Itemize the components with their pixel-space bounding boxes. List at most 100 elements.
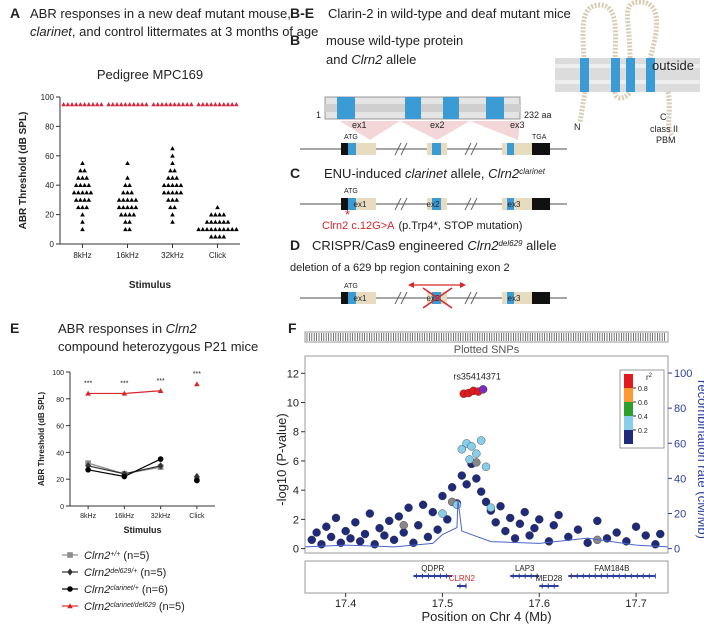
data-point bbox=[69, 102, 75, 107]
x-tick-label: 8kHz bbox=[73, 251, 91, 260]
text-part: ENU-induced bbox=[324, 166, 405, 181]
title-part: Clrn2 bbox=[166, 321, 198, 336]
gene-break bbox=[464, 142, 472, 156]
gene-label: QDPR bbox=[421, 564, 444, 573]
gene-break bbox=[394, 197, 402, 211]
panel-title: ABR responses in Clrn2 bbox=[58, 321, 198, 336]
exon-block bbox=[432, 143, 441, 155]
data-point bbox=[196, 227, 201, 232]
snp-point bbox=[457, 445, 467, 454]
x-axis-title: Position on Chr 4 (Mb) bbox=[421, 609, 551, 624]
legend-n: (n=5) bbox=[159, 601, 185, 613]
legend-n: (n=6) bbox=[142, 584, 168, 596]
snp-point bbox=[452, 500, 462, 509]
panel-title: clarinet, and control littermates at 3 m… bbox=[30, 24, 318, 39]
legend-gene: Clrn2 bbox=[84, 601, 110, 613]
snp-point bbox=[467, 442, 476, 451]
exon-block bbox=[532, 198, 550, 210]
data-point bbox=[221, 227, 227, 232]
exon-label: ex3 bbox=[508, 200, 521, 209]
aa-end: 232 aa bbox=[524, 110, 552, 120]
snp-point bbox=[476, 487, 486, 496]
snp-point bbox=[457, 471, 467, 480]
snp-point bbox=[656, 529, 665, 539]
arrow-head bbox=[460, 282, 466, 288]
y-tick-label: 80 bbox=[45, 122, 54, 131]
data-point bbox=[178, 190, 184, 195]
exon-block bbox=[507, 292, 514, 304]
data-point bbox=[65, 102, 71, 107]
data-point bbox=[135, 102, 141, 107]
snp-point bbox=[530, 523, 539, 533]
exon-block bbox=[356, 198, 376, 210]
y-tick-label: 40 bbox=[45, 181, 54, 190]
y-tick-label: 12 bbox=[287, 368, 299, 380]
data-point bbox=[170, 182, 175, 188]
y-tick-label: 0 bbox=[50, 240, 55, 249]
data-point bbox=[123, 102, 128, 107]
exon-block bbox=[514, 198, 532, 210]
y-axis-title: -log10 (P-value) bbox=[274, 413, 289, 506]
x-axis-title: Stimulus bbox=[123, 525, 161, 535]
data-point bbox=[200, 227, 206, 232]
legend-marker bbox=[67, 603, 73, 609]
data-point bbox=[217, 234, 222, 239]
data-point bbox=[127, 102, 132, 107]
snp-point bbox=[312, 528, 321, 537]
data-point bbox=[71, 190, 77, 195]
snp-point bbox=[472, 474, 481, 483]
data-point bbox=[73, 197, 79, 202]
protein-core bbox=[325, 104, 520, 112]
gene-label: MED28 bbox=[536, 574, 563, 583]
data-point bbox=[213, 227, 218, 232]
data-point bbox=[78, 182, 83, 188]
panel-letter: F bbox=[288, 320, 297, 336]
snp-point bbox=[433, 525, 442, 534]
snp-point bbox=[535, 515, 544, 524]
x-axis-title: Stimulus bbox=[129, 280, 172, 291]
data-point bbox=[174, 197, 179, 202]
data-point bbox=[131, 102, 137, 107]
data-point bbox=[110, 102, 116, 107]
exon-block bbox=[348, 292, 356, 304]
text-part: Clrn2 bbox=[351, 52, 383, 67]
legend-swatch bbox=[624, 416, 633, 430]
data-point bbox=[123, 212, 128, 217]
legend-swatch bbox=[624, 402, 633, 416]
helix bbox=[646, 58, 655, 92]
data-point bbox=[166, 197, 171, 202]
legend-tick-label: 0.6 bbox=[638, 400, 648, 407]
data-point bbox=[157, 462, 164, 470]
snp-point bbox=[501, 526, 510, 536]
mutation-text: Clrn2 c.12G>A (p.Trp4*, STOP mutation) bbox=[322, 220, 522, 232]
data-point bbox=[161, 190, 167, 195]
legend-title: r2 bbox=[646, 373, 653, 382]
data-point bbox=[166, 190, 171, 195]
exon-block bbox=[341, 143, 348, 155]
y-tick-label: 4 bbox=[293, 485, 299, 497]
y-tick-label: 60 bbox=[45, 152, 54, 161]
text-part: Clrn2 bbox=[467, 238, 499, 253]
exon-map bbox=[340, 121, 400, 140]
data-point bbox=[94, 102, 100, 107]
legend-marker bbox=[67, 552, 73, 558]
data-point bbox=[221, 219, 227, 224]
y2-tick-label: 60 bbox=[674, 438, 686, 450]
text-part: del629 bbox=[498, 239, 523, 248]
snp-point bbox=[549, 521, 558, 530]
snp-point bbox=[612, 528, 621, 537]
snp-point bbox=[389, 535, 399, 545]
snp-point bbox=[465, 455, 474, 464]
snp-point bbox=[496, 502, 505, 511]
data-point bbox=[78, 168, 83, 173]
data-point bbox=[82, 102, 87, 107]
snp-point bbox=[478, 385, 488, 394]
data-point bbox=[178, 182, 184, 188]
y-tick-label: 8 bbox=[293, 427, 299, 439]
data-point bbox=[184, 102, 190, 107]
panel-letter: B bbox=[290, 32, 300, 48]
snp-point bbox=[481, 497, 491, 507]
snp-point bbox=[380, 531, 389, 540]
snp-point bbox=[472, 449, 481, 458]
exon-block bbox=[514, 143, 532, 155]
